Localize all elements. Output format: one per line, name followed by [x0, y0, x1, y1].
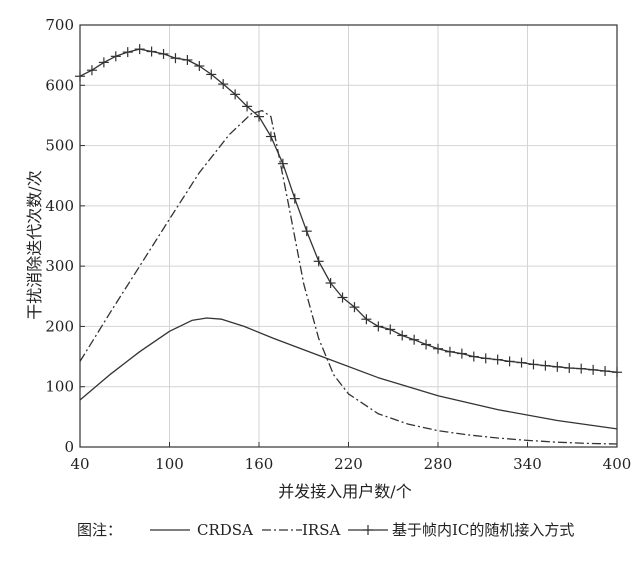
- data-point: [122, 47, 133, 58]
- legend-label-proposed: 基于帧内IC的随机接入方式: [392, 521, 574, 539]
- data-point: [516, 357, 527, 368]
- data-point: [230, 89, 241, 100]
- data-point: [289, 193, 300, 204]
- y-axis-label: 干扰消除迭代次数/次: [25, 170, 44, 319]
- data-point: [361, 314, 372, 325]
- series-line-1: [79, 109, 618, 445]
- data-point: [409, 334, 420, 345]
- data-point: [206, 69, 217, 80]
- data-point: [576, 363, 587, 374]
- data-point: [480, 353, 491, 364]
- data-point: [254, 111, 264, 122]
- data-point: [313, 256, 324, 267]
- y-tick-label: 600: [45, 76, 74, 94]
- data-point: [277, 158, 288, 169]
- tick-labels: 40 100 160 220 280 340 400 0 100 200 300 400 500 600 7…: [45, 16, 631, 473]
- series-layer: [75, 44, 622, 445]
- data-point: [134, 44, 145, 55]
- data-point: [504, 356, 515, 367]
- data-point: [265, 131, 276, 142]
- x-tick-label: 40: [70, 455, 89, 473]
- data-point: [421, 339, 432, 350]
- data-point: [242, 101, 253, 112]
- x-tick-label: 100: [155, 455, 184, 473]
- data-point: [373, 321, 384, 332]
- legend-title: 图注：: [77, 521, 122, 539]
- data-point: [492, 354, 503, 365]
- legend-marker-plus: [363, 525, 373, 535]
- data-point: [98, 57, 109, 68]
- y-tick-label: 200: [45, 317, 74, 335]
- data-point: [433, 343, 443, 354]
- data-point: [337, 292, 348, 303]
- x-tick-label: 280: [424, 455, 453, 473]
- series-line-2: [79, 48, 618, 373]
- series-line-0: [79, 317, 618, 430]
- data-point: [170, 53, 181, 64]
- data-point: [468, 351, 479, 362]
- axes: [79, 24, 618, 448]
- data-point: [158, 48, 169, 59]
- data-point: [552, 361, 563, 372]
- x-tick-label: 220: [334, 455, 363, 473]
- data-point: [349, 302, 360, 313]
- data-point: [528, 359, 539, 370]
- grid: [80, 25, 617, 447]
- data-point: [456, 348, 467, 359]
- data-point: [218, 79, 229, 90]
- data-point: [588, 364, 599, 375]
- x-tick-label: 340: [513, 455, 542, 473]
- legend-label-crdsa: CRDSA: [197, 521, 253, 539]
- data-point: [86, 65, 97, 76]
- y-tick-label: 0: [64, 438, 74, 456]
- data-point: [146, 46, 157, 57]
- data-point: [325, 278, 336, 289]
- x-tick-label: 160: [245, 455, 274, 473]
- data-point: [182, 54, 193, 65]
- y-tick-label: 100: [45, 378, 74, 396]
- x-tick-label: 400: [603, 455, 632, 473]
- y-tick-label: 300: [45, 257, 74, 275]
- data-point: [564, 363, 575, 374]
- data-point: [194, 60, 205, 71]
- data-point: [301, 226, 312, 237]
- data-point: [444, 346, 455, 357]
- x-axis-label: 并发接入用户数/个: [278, 482, 411, 501]
- legend-label-irsa: IRSA: [302, 521, 340, 539]
- data-point: [110, 51, 121, 62]
- legend: 图注： CRDSA IRSA 基于帧内IC的随机接入方式: [77, 521, 574, 539]
- data-point: [385, 324, 396, 335]
- data-point: [397, 330, 408, 341]
- y-tick-label: 400: [45, 197, 74, 215]
- data-point: [540, 360, 551, 371]
- data-point: [600, 366, 611, 377]
- y-tick-label: 500: [45, 137, 74, 155]
- y-tick-label: 700: [45, 16, 74, 34]
